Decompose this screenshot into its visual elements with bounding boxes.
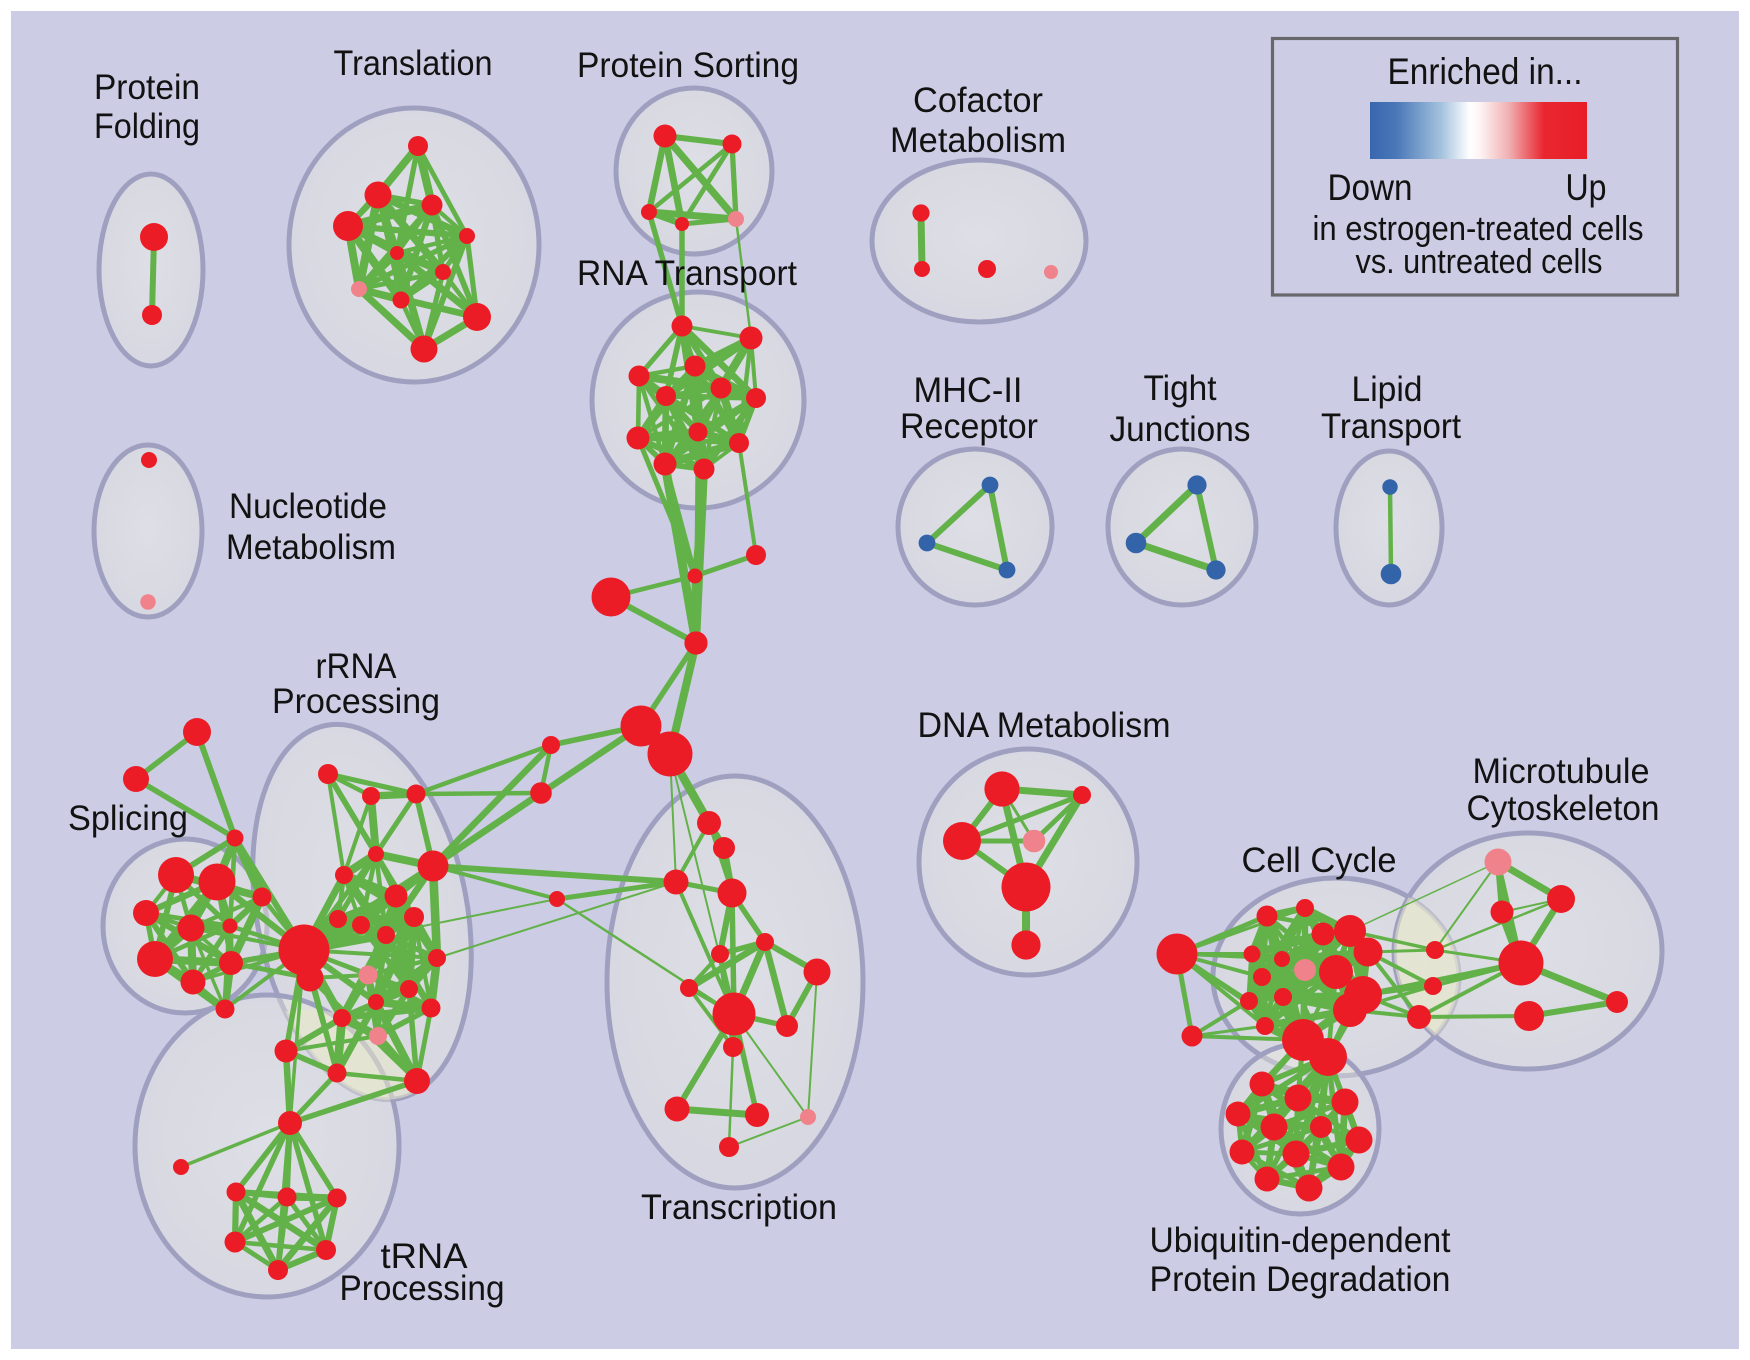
svg-text:Microtubule: Microtubule [1473,752,1650,791]
svg-text:Metabolism: Metabolism [226,528,396,567]
svg-text:Ubiquitin-dependent: Ubiquitin-dependent [1150,1221,1451,1260]
svg-text:tRNA: tRNA [381,1237,469,1276]
svg-text:Tight: Tight [1144,369,1217,408]
svg-text:in estrogen-treated cells: in estrogen-treated cells [1313,210,1644,248]
svg-text:Protein Sorting: Protein Sorting [577,46,799,85]
svg-text:DNA Metabolism: DNA Metabolism [918,706,1171,745]
svg-text:Metabolism: Metabolism [890,121,1066,160]
svg-text:RNA Transport: RNA Transport [577,254,797,293]
svg-text:Junctions: Junctions [1110,410,1251,449]
svg-text:rRNA: rRNA [316,647,398,686]
svg-text:Folding: Folding [94,107,200,146]
svg-text:Processing: Processing [272,682,440,721]
svg-text:Down: Down [1328,167,1413,208]
svg-text:Processing: Processing [340,1269,505,1308]
svg-text:Up: Up [1566,167,1607,208]
svg-text:vs. untreated cells: vs. untreated cells [1356,243,1603,281]
svg-text:Lipid: Lipid [1352,370,1423,409]
svg-text:Splicing: Splicing [68,799,188,838]
svg-text:Enriched in...: Enriched in... [1388,51,1583,92]
svg-text:Protein Degradation: Protein Degradation [1150,1260,1451,1299]
svg-text:Protein: Protein [94,68,200,107]
svg-text:Transcription: Transcription [641,1188,837,1227]
svg-text:Cell Cycle: Cell Cycle [1242,841,1397,880]
svg-text:MHC-II: MHC-II [914,371,1023,410]
svg-text:Cofactor: Cofactor [913,81,1043,120]
svg-text:Translation: Translation [334,44,493,83]
svg-text:Receptor: Receptor [900,407,1038,446]
svg-text:Cytoskeleton: Cytoskeleton [1467,789,1660,828]
svg-text:Transport: Transport [1321,407,1461,446]
svg-text:Nucleotide: Nucleotide [229,487,387,526]
